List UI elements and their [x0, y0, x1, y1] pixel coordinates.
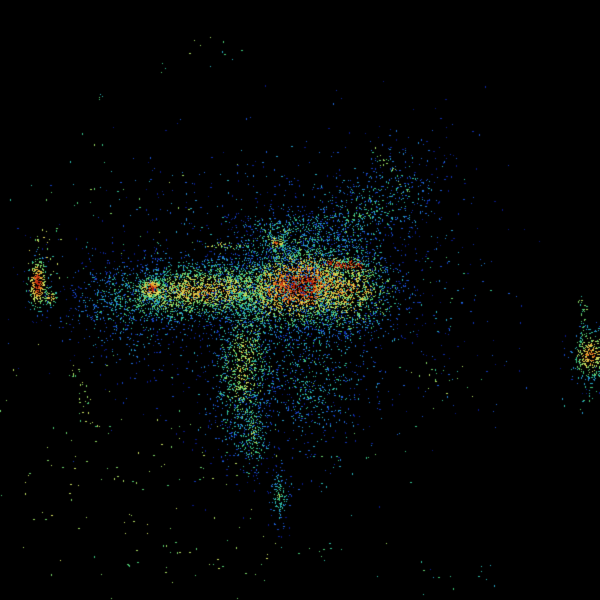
- false-color-scatter-field: [0, 0, 600, 600]
- scatter-canvas: [0, 0, 600, 600]
